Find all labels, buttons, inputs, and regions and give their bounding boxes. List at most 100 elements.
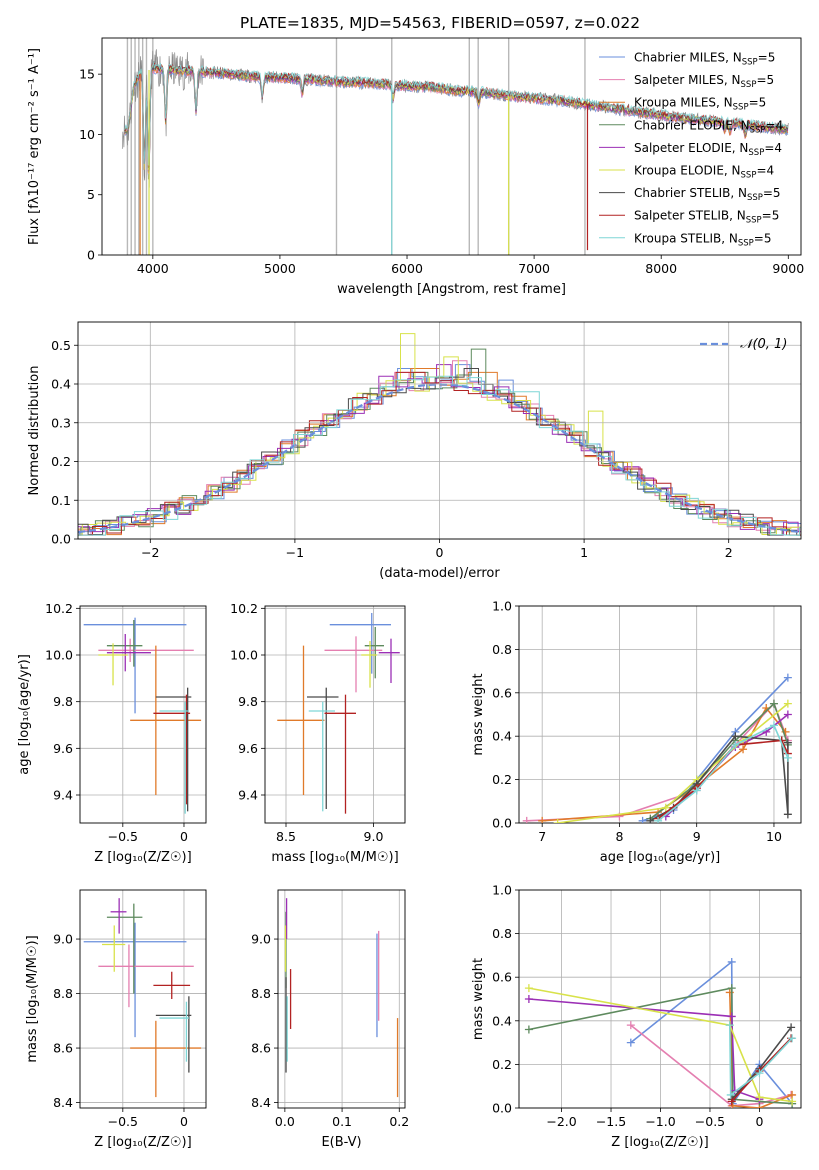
plus-marker [783, 710, 792, 719]
y-tick-label: 10.0 [45, 648, 73, 663]
legend-entry-count: =4 [756, 164, 774, 178]
y-tick-label: 0.8 [492, 642, 512, 657]
y-tick-label: 0.4 [492, 1013, 512, 1028]
spectrum-plot-area [121, 38, 789, 255]
histogram-chabrier-elodie [78, 348, 801, 536]
y-tick-label: 8.8 [251, 986, 271, 1001]
series-line [729, 1025, 793, 1097]
massweight-vs-age-plot-area [522, 673, 792, 823]
errorbar-point-chabrier-elodie [106, 903, 143, 994]
plus-marker [731, 732, 740, 741]
x-axis-label: (data-model)/error [379, 566, 500, 581]
legend-entry: Chabrier STELIB, NSSP=5 [634, 186, 781, 203]
y-tick-label: 10.0 [230, 648, 258, 663]
y-tick-label: 15 [79, 67, 95, 82]
y-tick-label: 1.0 [492, 599, 512, 614]
age-vs-Z-plot-area [83, 617, 202, 814]
errorbar-point-kroupa-stelib [159, 701, 189, 814]
y-tick-label: 9.4 [53, 788, 73, 803]
y-tick-label: 0.8 [492, 926, 512, 941]
x-tick-label: 8 [615, 829, 623, 844]
errorbar-point-chabrier-stelib [155, 687, 192, 812]
plus-marker [783, 753, 792, 762]
plus-marker [769, 721, 778, 730]
model-spectrum-chabrier-elodie [124, 65, 789, 172]
y-tick-label: 9.0 [251, 932, 271, 947]
plus-marker [626, 1038, 635, 1047]
x-tick-label: 6000 [391, 261, 423, 276]
y-tick-label: 0 [87, 248, 95, 263]
legend-entry-count: =5 [754, 231, 772, 245]
series-kroupa-stelib [725, 1021, 797, 1099]
y-tick-label: 0.0 [492, 816, 512, 831]
plus-marker [646, 816, 655, 823]
plus-marker [661, 803, 670, 812]
errorbar-point-chabrier-elodie [364, 627, 384, 679]
plus-marker [787, 1023, 796, 1032]
y-axis-label: Normed distribution [27, 366, 42, 496]
plus-marker [769, 699, 778, 708]
y-tick-label: 0.0 [492, 1101, 512, 1116]
x-tick-label: −0.5 [108, 1114, 138, 1129]
x-axis-label: Z [log₁₀(Z/Z☉)] [94, 1135, 191, 1150]
plus-marker [755, 1069, 764, 1078]
plus-marker [727, 1012, 736, 1021]
plus-marker [692, 786, 701, 795]
errorbar-point-salpeter-stelib [153, 694, 191, 805]
series-salpeter-elodie [524, 995, 764, 1104]
plus-marker [626, 1021, 635, 1030]
plus-marker [654, 816, 663, 823]
mass-vs-Z-panel: −0.5 0 8.4 8.6 8.8 9.0 Z [log₁₀(Z/Z☉)] mass [lo… [25, 889, 207, 1150]
x-axis-label: wavelength [Angstrom, rest frame] [337, 282, 566, 297]
plus-marker [788, 1034, 797, 1043]
y-axis-label: mass weight [471, 673, 486, 755]
y-tick-label: 9.6 [53, 741, 73, 756]
plus-marker [783, 738, 792, 747]
axes-frame [264, 605, 406, 824]
y-axis-label: mass [log₁₀(M/M☉)] [25, 935, 40, 1062]
x-tick-label: 1 [580, 545, 588, 560]
legend-entry-count: =5 [756, 73, 774, 87]
legend-entry-subscript: SSP [741, 171, 757, 181]
x-tick-label: 0 [436, 545, 444, 560]
y-tick-label: 10 [79, 127, 95, 142]
figure-title: PLATE=1835, MJD=54563, FIBERID=0597, z=0… [240, 14, 640, 32]
x-tick-label: 7000 [518, 261, 550, 276]
y-tick-label: 0.2 [51, 454, 71, 469]
y-tick-label: 8.6 [251, 1041, 271, 1056]
x-tick-label: 5000 [264, 261, 296, 276]
x-tick-label: 2 [725, 545, 733, 560]
errorbar-point-salpeter-miles [324, 636, 383, 693]
plus-marker [788, 1097, 797, 1106]
y-tick-label: 9.6 [238, 741, 258, 756]
histogram-kroupa-elodie [78, 333, 801, 536]
legend-entry-name: Kroupa STELIB, N [634, 231, 738, 245]
plus-marker [638, 816, 647, 823]
y-tick-label: 0.4 [492, 729, 512, 744]
x-tick-label: −1 [286, 545, 304, 560]
x-tick-label: 9000 [772, 261, 804, 276]
errorbar-point-kroupa-stelib [159, 1001, 189, 1062]
x-tick-label: 0 [755, 1114, 763, 1129]
series-line [528, 998, 760, 1101]
axes-frame [77, 321, 802, 540]
x-tick-label: 8000 [645, 261, 677, 276]
legend-entry-name: Kroupa MILES, N [634, 96, 733, 110]
x-axis-label: mass [log₁₀(M/M☉)] [271, 850, 398, 865]
axes-frame [277, 889, 406, 1109]
plus-marker [727, 1097, 736, 1106]
errorbar-point-salpeter-elodie [378, 638, 400, 683]
y-tick-label: 0.4 [51, 377, 71, 392]
y-tick-label: 8.4 [53, 1095, 73, 1110]
x-tick-label: 0.1 [332, 1114, 352, 1129]
y-tick-label: 0.1 [51, 493, 71, 508]
axes-frame [79, 889, 207, 1109]
x-tick-label: −2 [141, 545, 159, 560]
x-tick-label: 4000 [137, 261, 169, 276]
y-tick-label: 9.0 [53, 932, 73, 947]
legend-entry-count: =4 [764, 141, 782, 155]
y-tick-label: 0.3 [51, 415, 71, 430]
plus-marker [553, 819, 562, 823]
errorbar-point-kroupa-elodie [102, 925, 126, 972]
